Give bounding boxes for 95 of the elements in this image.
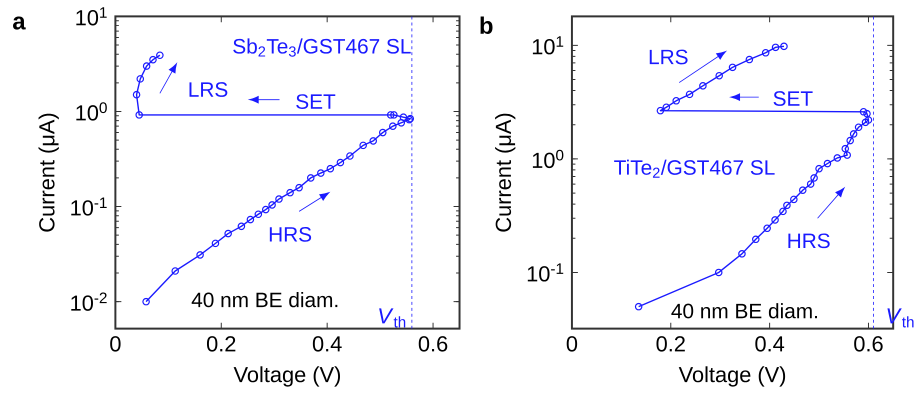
point: [738, 250, 746, 258]
y-axis-title: Current (μA): [495, 114, 516, 232]
point: [714, 268, 722, 276]
point: [136, 75, 144, 83]
point: [400, 113, 408, 121]
x-tick-label: 0.2: [206, 336, 236, 352]
point: [715, 72, 723, 80]
y-tick-label: 10$^{-1}$: [528, 263, 564, 282]
point: [779, 208, 787, 216]
point: [142, 62, 150, 70]
y-tick-label: 10$^{-1}$: [71, 197, 107, 216]
x-tick-label: 0.4: [312, 336, 342, 352]
y-tick-label: 10$^{1}$: [76, 7, 107, 26]
point: [763, 224, 771, 232]
point: [390, 111, 398, 119]
point: [254, 210, 262, 218]
point: [806, 180, 814, 188]
point: [850, 130, 858, 138]
point: [317, 169, 325, 177]
point: [728, 63, 736, 72]
point: [862, 118, 870, 126]
point: [135, 111, 143, 119]
annotation: SET: [296, 94, 336, 109]
point: [196, 251, 204, 259]
point: [672, 96, 680, 104]
point: [864, 116, 872, 124]
point: [762, 48, 770, 56]
x-tick-label: 0: [566, 336, 578, 352]
point: [662, 103, 670, 111]
point: [224, 230, 232, 238]
x-tick-label: 0.4: [755, 336, 784, 352]
point: [336, 158, 344, 166]
y-tick-label: 10$^{1}$: [532, 36, 564, 54]
y-tick-label: 10$^{-2}$: [71, 292, 107, 311]
annotation: HRS: [788, 233, 830, 248]
point: [378, 128, 387, 136]
annotation: TiTe$_{2}$/GST467 SL: [614, 159, 775, 178]
point: [656, 106, 664, 114]
point: [783, 201, 791, 210]
point: [771, 216, 779, 224]
y-tick-label: 10$^{0}$: [76, 102, 107, 121]
point: [398, 118, 406, 126]
annotation: Sb$_{2}$Te$_{3}$/GST467 SL: [233, 38, 411, 57]
point: [860, 108, 868, 116]
point: [275, 195, 283, 203]
point: [132, 90, 140, 98]
point: [810, 174, 818, 182]
annotation: 40 nm BE diam.: [192, 292, 338, 308]
chart-title: a: [13, 16, 26, 30]
point: [834, 154, 842, 162]
point: [843, 151, 852, 159]
point: [863, 110, 871, 118]
point: [212, 239, 220, 248]
point: [262, 206, 270, 214]
x-tick-label: 0.2: [656, 336, 685, 352]
point: [369, 137, 378, 145]
point: [686, 90, 694, 98]
point: [752, 235, 760, 243]
point: [238, 222, 246, 230]
point: [699, 82, 707, 90]
x-tick-label: 0: [110, 336, 121, 352]
annotation: SET: [774, 91, 813, 106]
chart-title: b: [480, 16, 493, 34]
x-axis-title: Voltage (V): [678, 366, 786, 387]
y-axis-title: Current (μA): [38, 114, 59, 232]
point: [389, 122, 397, 130]
point: [286, 188, 294, 196]
point: [846, 136, 854, 144]
point: [359, 141, 367, 150]
point: [149, 56, 157, 64]
x-axis-title: Voltage (V): [234, 366, 340, 387]
point: [246, 216, 254, 224]
point: [854, 123, 862, 131]
point: [824, 160, 832, 168]
point: [772, 43, 780, 52]
point: [746, 56, 754, 64]
point: [815, 164, 823, 172]
ref-line-label: V$_{th}$: [379, 308, 406, 328]
x-tick-label: 0.6: [418, 336, 448, 352]
annotation: LRS: [650, 49, 688, 64]
annotation: 40 nm BE diam.: [671, 303, 818, 318]
point: [171, 267, 179, 275]
point: [346, 152, 354, 160]
point: [326, 164, 334, 172]
annotation: HRS: [270, 226, 312, 242]
point: [386, 111, 394, 119]
point: [268, 201, 276, 209]
y-tick-label: 10$^{0}$: [532, 150, 564, 168]
annotation: LRS: [190, 82, 228, 97]
point: [790, 196, 798, 204]
x-tick-label: 0.6: [854, 336, 883, 352]
point: [798, 186, 807, 194]
point: [306, 174, 315, 182]
point: [295, 184, 303, 192]
point: [841, 144, 850, 152]
